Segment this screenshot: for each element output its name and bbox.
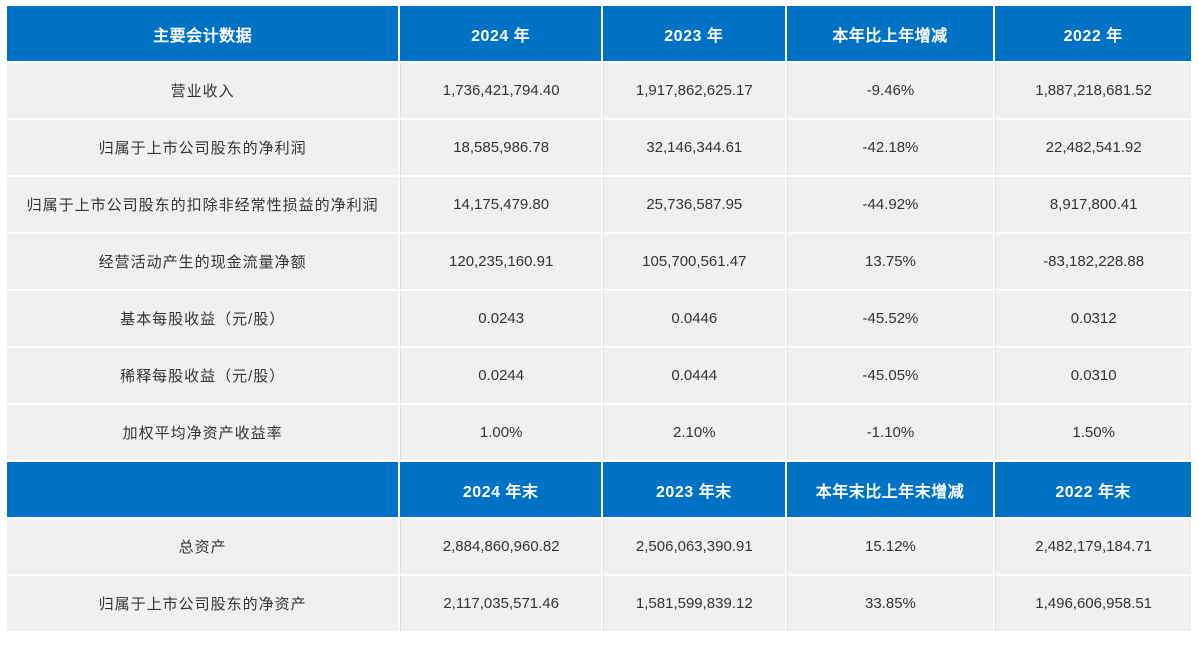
row-label: 归属于上市公司股东的净利润 xyxy=(7,120,399,175)
value-cell: 8,917,800.41 xyxy=(995,177,1191,232)
value-cell: -42.18% xyxy=(786,120,994,175)
value-cell: 1.00% xyxy=(400,405,601,460)
row-label: 稀释每股收益（元/股） xyxy=(7,348,399,403)
value-cell: 105,700,561.47 xyxy=(603,234,785,289)
header-year-2022: 2022 年 xyxy=(995,6,1191,61)
value-cell: 33.85% xyxy=(786,576,994,631)
row-label: 经营活动产生的现金流量净额 xyxy=(7,234,399,289)
value-cell: 25,736,587.95 xyxy=(603,177,785,232)
value-cell: -45.52% xyxy=(786,291,994,346)
table-row-net-assets: 归属于上市公司股东的净资产 2,117,035,571.46 1,581,599… xyxy=(7,576,1191,631)
value-cell: 0.0446 xyxy=(603,291,785,346)
table-row-net-profit: 归属于上市公司股东的净利润 18,585,986.78 32,146,344.6… xyxy=(7,120,1191,175)
value-cell: 1,917,862,625.17 xyxy=(603,63,785,118)
table-row-diluted-eps: 稀释每股收益（元/股） 0.0244 0.0444 -45.05% 0.0310 xyxy=(7,348,1191,403)
value-cell: -44.92% xyxy=(786,177,994,232)
key-accounting-data-table: 主要会计数据 2024 年 2023 年 本年比上年增减 2022 年 营业收入… xyxy=(5,4,1193,633)
header-yoy-change: 本年比上年增减 xyxy=(786,6,994,61)
value-cell: 1.50% xyxy=(995,405,1191,460)
value-cell: 14,175,479.80 xyxy=(400,177,601,232)
value-cell: -1.10% xyxy=(786,405,994,460)
value-cell: 32,146,344.61 xyxy=(603,120,785,175)
value-cell: 1,736,421,794.40 xyxy=(400,63,601,118)
row-label: 总资产 xyxy=(7,519,399,574)
value-cell: 22,482,541.92 xyxy=(995,120,1191,175)
header-main-indicators: 主要会计数据 xyxy=(7,6,399,61)
row-label: 营业收入 xyxy=(7,63,399,118)
row-label: 基本每股收益（元/股） xyxy=(7,291,399,346)
value-cell: 13.75% xyxy=(786,234,994,289)
year-end-header-row: 2024 年末 2023 年末 本年末比上年末增减 2022 年末 xyxy=(7,462,1191,517)
table-row-total-assets: 总资产 2,884,860,960.82 2,506,063,390.91 15… xyxy=(7,519,1191,574)
value-cell: -9.46% xyxy=(786,63,994,118)
table-row-operating-cash-flow: 经营活动产生的现金流量净额 120,235,160.91 105,700,561… xyxy=(7,234,1191,289)
header-end-2023: 2023 年末 xyxy=(603,462,785,517)
header-year-2023: 2023 年 xyxy=(603,6,785,61)
value-cell: 15.12% xyxy=(786,519,994,574)
value-cell: 2,482,179,184.71 xyxy=(995,519,1191,574)
value-cell: 0.0244 xyxy=(400,348,601,403)
value-cell: -45.05% xyxy=(786,348,994,403)
value-cell: 0.0243 xyxy=(400,291,601,346)
value-cell: 2.10% xyxy=(603,405,785,460)
value-cell: 0.0312 xyxy=(995,291,1191,346)
row-label: 归属于上市公司股东的净资产 xyxy=(7,576,399,631)
row-label: 归属于上市公司股东的扣除非经常性损益的净利润 xyxy=(7,177,399,232)
table-row-operating-revenue: 营业收入 1,736,421,794.40 1,917,862,625.17 -… xyxy=(7,63,1191,118)
value-cell: 2,117,035,571.46 xyxy=(400,576,601,631)
value-cell: 1,496,606,958.51 xyxy=(995,576,1191,631)
header-end-2024: 2024 年末 xyxy=(400,462,601,517)
header-year-end-change: 本年末比上年末增减 xyxy=(786,462,994,517)
value-cell: 2,884,860,960.82 xyxy=(400,519,601,574)
value-cell: 120,235,160.91 xyxy=(400,234,601,289)
table-row-basic-eps: 基本每股收益（元/股） 0.0243 0.0446 -45.52% 0.0312 xyxy=(7,291,1191,346)
value-cell: 0.0310 xyxy=(995,348,1191,403)
header-end-2022: 2022 年末 xyxy=(995,462,1191,517)
value-cell: 2,506,063,390.91 xyxy=(603,519,785,574)
header-empty xyxy=(7,462,399,517)
value-cell: 1,581,599,839.12 xyxy=(603,576,785,631)
annual-header-row: 主要会计数据 2024 年 2023 年 本年比上年增减 2022 年 xyxy=(7,6,1191,61)
row-label: 加权平均净资产收益率 xyxy=(7,405,399,460)
value-cell: -83,182,228.88 xyxy=(995,234,1191,289)
table-row-weighted-avg-roe: 加权平均净资产收益率 1.00% 2.10% -1.10% 1.50% xyxy=(7,405,1191,460)
header-year-2024: 2024 年 xyxy=(400,6,601,61)
table-row-net-profit-excl-nonrecurring: 归属于上市公司股东的扣除非经常性损益的净利润 14,175,479.80 25,… xyxy=(7,177,1191,232)
value-cell: 1,887,218,681.52 xyxy=(995,63,1191,118)
value-cell: 18,585,986.78 xyxy=(400,120,601,175)
value-cell: 0.0444 xyxy=(603,348,785,403)
